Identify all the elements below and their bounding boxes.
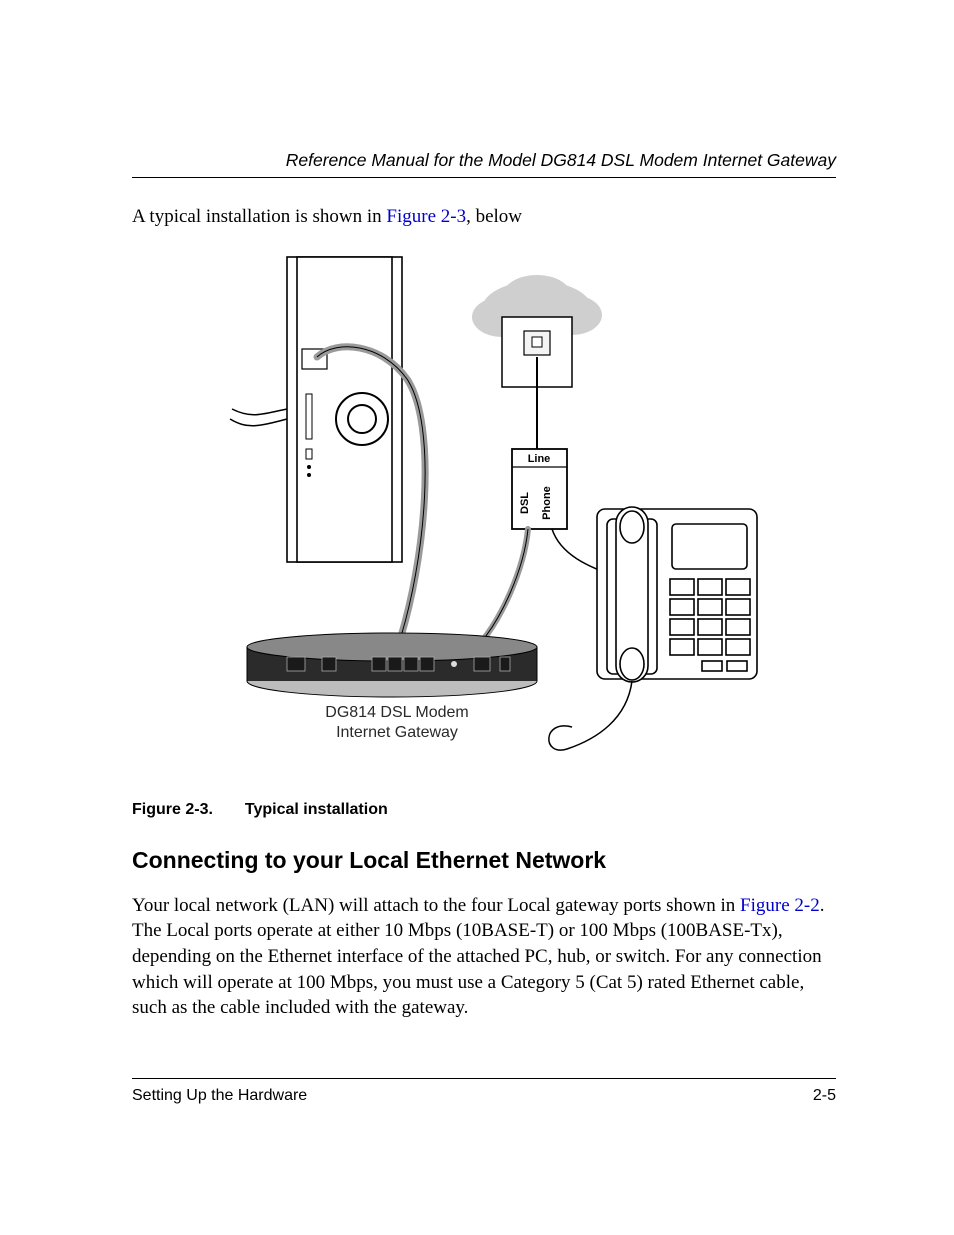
- splitter-icon: Line DSL Phone: [512, 449, 567, 529]
- footer-section: Setting Up the Hardware: [132, 1087, 307, 1105]
- body-pre: Your local network (LAN) will attach to …: [132, 895, 740, 916]
- modem-icon: [247, 633, 537, 697]
- figure-2-3: Line DSL Phone: [202, 249, 836, 779]
- section-heading: Connecting to your Local Ethernet Networ…: [132, 847, 836, 874]
- section-body: Your local network (LAN) will attach to …: [132, 893, 836, 1021]
- installation-diagram-icon: Line DSL Phone: [202, 249, 762, 779]
- figure-ref-2-3[interactable]: Figure 2-3: [386, 206, 466, 227]
- caption-number: Figure 2-3.: [132, 801, 213, 818]
- svg-text:Line: Line: [528, 453, 551, 465]
- footer-rule: [132, 1078, 836, 1079]
- telephone-icon: [549, 507, 757, 750]
- svg-text:Phone: Phone: [541, 486, 553, 520]
- computer-icon: [230, 257, 402, 562]
- intro-text-pre: A typical installation is shown in: [132, 206, 386, 227]
- modem-label-1: DG814 DSL Modem: [325, 704, 468, 721]
- header-rule: [132, 177, 836, 178]
- caption-title: Typical installation: [245, 801, 388, 818]
- figure-ref-2-2[interactable]: Figure 2-2: [740, 895, 820, 916]
- modem-label-2: Internet Gateway: [336, 724, 458, 741]
- page-footer: Setting Up the Hardware 2-5: [132, 1078, 836, 1105]
- intro-paragraph: A typical installation is shown in Figur…: [132, 204, 836, 230]
- intro-text-post: , below: [466, 206, 522, 227]
- footer-page-number: 2-5: [813, 1087, 836, 1105]
- figure-caption: Figure 2-3. Typical installation: [132, 801, 836, 819]
- svg-text:DSL: DSL: [519, 491, 531, 513]
- running-header: Reference Manual for the Model DG814 DSL…: [132, 150, 836, 171]
- page: Reference Manual for the Model DG814 DSL…: [0, 0, 954, 1235]
